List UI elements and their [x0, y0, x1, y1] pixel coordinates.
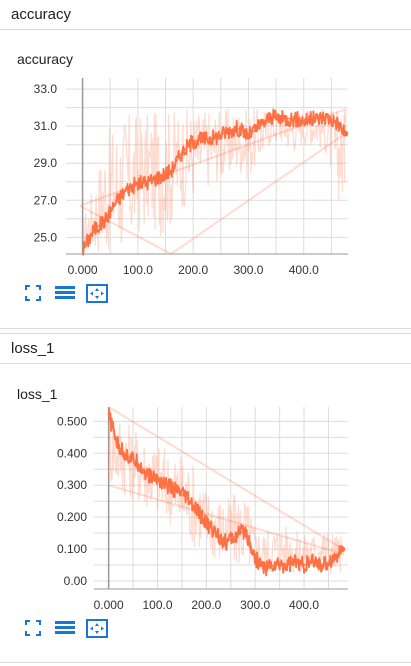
x-tick-label: 100.0 [123, 263, 153, 277]
y-tick-label: 25.0 [34, 230, 58, 244]
y-tick-label: 31.0 [34, 119, 58, 133]
series-raw [108, 421, 343, 575]
fit-domain-icon[interactable] [24, 619, 42, 637]
series-line [107, 408, 344, 577]
x-tick-label: 200.0 [191, 598, 221, 612]
section-divider [0, 328, 411, 329]
reset-zoom-icon[interactable] [86, 619, 108, 638]
x-tick-label: 400.0 [289, 598, 319, 612]
y-tick-label: 0.200 [57, 510, 87, 524]
series-end-point [342, 130, 349, 137]
series-trend [107, 414, 343, 570]
section-title: accuracy [11, 6, 72, 23]
chart-toolbar [24, 284, 114, 304]
series-end-point [339, 546, 346, 553]
y-tick-label: 0.100 [57, 542, 87, 556]
reset-zoom-icon[interactable] [86, 284, 108, 303]
y-tick-label: 0.400 [57, 446, 87, 460]
x-tick-label: 0.000 [94, 598, 124, 612]
chart-title: loss_1 [17, 386, 58, 402]
y-tick-label: 0.00 [64, 574, 88, 588]
section-divider [0, 662, 411, 663]
x-tick-label: 200.0 [178, 263, 208, 277]
x-tick-label: 400.0 [289, 263, 319, 277]
accuracy-chart[interactable]: 25.0 27.0 29.0 31.0 33.0 0.000 100.0 200.0 300.0… [0, 78, 411, 278]
section-title: loss_1 [11, 340, 55, 357]
y-tick-label: 29.0 [34, 156, 58, 170]
loss-chart[interactable]: 0.00 0.100 0.200 0.300 0.400 0.500 0.000 100.0 2… [0, 405, 411, 615]
chart-toolbar [24, 619, 114, 639]
series-trend [81, 116, 346, 251]
x-tick-label: 300.0 [233, 263, 263, 277]
x-tick-label: 0.000 [68, 263, 98, 277]
y-tick-label: 33.0 [34, 82, 58, 96]
y-tick-label: 0.500 [57, 414, 87, 428]
toggle-log-scale-icon[interactable] [54, 619, 76, 637]
chart-title: accuracy [17, 51, 74, 67]
toggle-log-scale-icon[interactable] [54, 284, 76, 302]
section-header-loss[interactable]: loss_1 [0, 333, 411, 364]
y-tick-label: 27.0 [34, 193, 58, 207]
y-tick-label: 0.300 [57, 478, 87, 492]
x-tick-label: 100.0 [142, 598, 172, 612]
section-header-accuracy[interactable]: accuracy [0, 0, 411, 30]
x-tick-label: 300.0 [240, 598, 270, 612]
fit-domain-icon[interactable] [24, 284, 42, 302]
